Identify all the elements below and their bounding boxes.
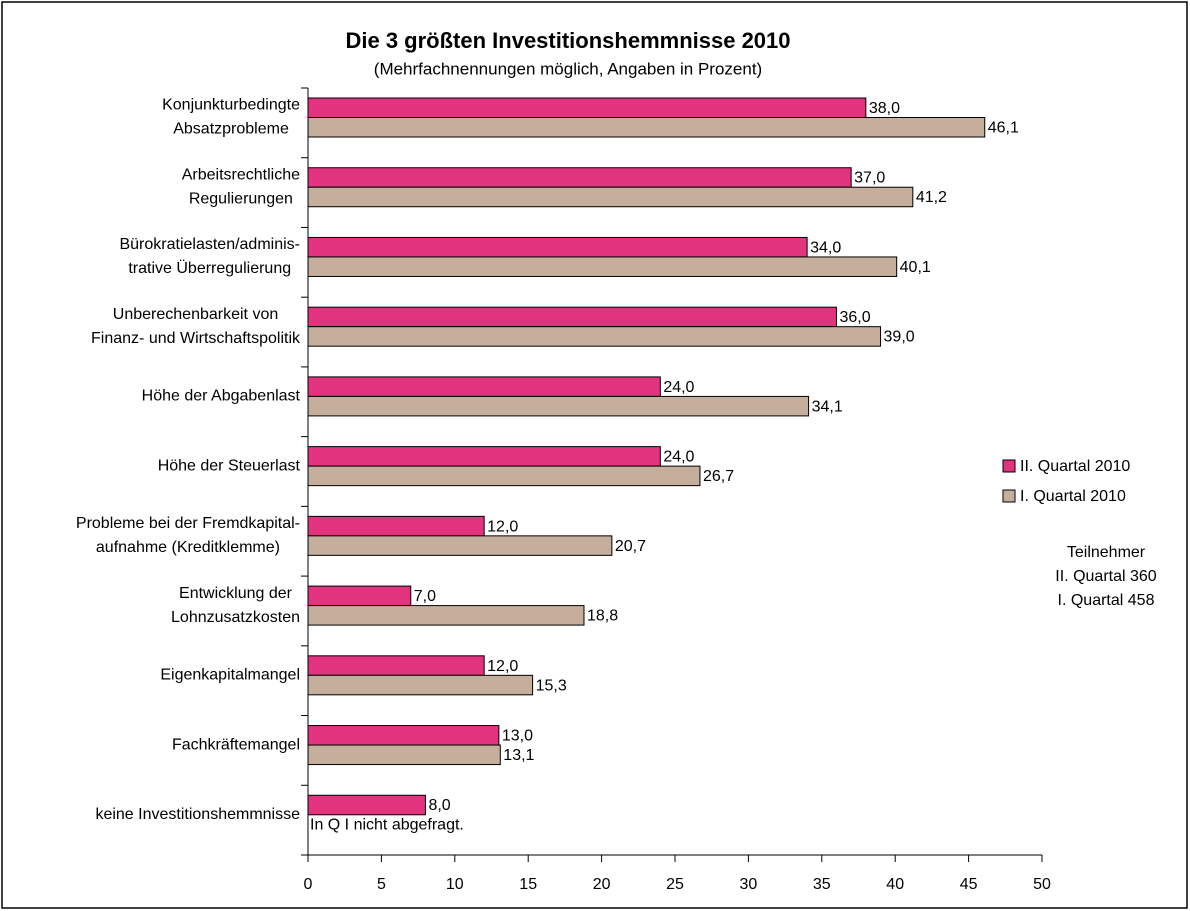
value-label: 36,0 xyxy=(839,309,870,326)
value-label: 12,0 xyxy=(487,658,518,675)
value-label: 24,0 xyxy=(663,379,694,396)
value-label: 34,0 xyxy=(810,239,841,256)
chart-subtitle: (Mehrfachnennungen möglich, Angaben in P… xyxy=(374,59,762,78)
value-label: 8,0 xyxy=(428,797,450,814)
bar xyxy=(307,605,585,626)
value-label: 7,0 xyxy=(414,588,436,605)
category-label: Bürokratielasten/adminis- xyxy=(119,236,300,253)
note: II. Quartal 360 xyxy=(1055,568,1156,585)
value-label: 20,7 xyxy=(615,538,646,555)
bar xyxy=(307,117,986,138)
legend-label: I. Quartal 2010 xyxy=(1020,488,1126,505)
bar xyxy=(307,395,810,417)
category-label: Arbeitsrechtliche xyxy=(182,166,300,183)
legend-swatch xyxy=(1002,459,1016,473)
category-label: Höhe der Steuerlast xyxy=(158,457,301,474)
annotation: In Q I nicht abgefragt. xyxy=(310,817,464,834)
category-label: Entwicklung der xyxy=(179,585,293,602)
value-label: 26,7 xyxy=(703,468,734,485)
bar xyxy=(307,236,808,258)
bar xyxy=(307,465,701,487)
value-label: 13,0 xyxy=(502,728,533,745)
value-label: 37,0 xyxy=(854,170,885,187)
category-label: Eigenkapitalmangel xyxy=(160,667,300,684)
value-label: 24,0 xyxy=(663,449,694,466)
category-label: Höhe der Abgabenlast xyxy=(142,388,301,405)
x-tick-label: 45 xyxy=(960,876,978,893)
category-label: keine Investitionshemmnisse xyxy=(95,806,300,823)
x-tick-label: 20 xyxy=(593,876,611,893)
bar xyxy=(307,794,426,816)
category-label: Lohnzusatzkosten xyxy=(171,609,300,626)
category-label: Fachkräftemangel xyxy=(172,736,300,753)
category-label: trative Überregulierung xyxy=(128,259,291,277)
bar xyxy=(307,674,534,696)
value-label: 46,1 xyxy=(988,119,1019,136)
value-label: 39,0 xyxy=(884,329,915,346)
value-label: 13,1 xyxy=(503,747,534,764)
bar xyxy=(307,655,485,676)
bar xyxy=(307,376,661,397)
x-tick-label: 15 xyxy=(519,876,537,893)
category-label: Konjunkturbedingte xyxy=(162,97,300,114)
category-label: Regulierungen xyxy=(189,190,293,207)
note: I. Quartal 458 xyxy=(1058,592,1155,609)
category-label: Finanz- und Wirtschaftspolitik xyxy=(91,330,301,347)
chart-title: Die 3 größten Investitionshemmnisse 2010 xyxy=(345,28,790,53)
bar xyxy=(307,585,412,607)
value-label: 18,8 xyxy=(587,608,618,625)
bar xyxy=(307,744,501,766)
x-tick-label: 50 xyxy=(1033,876,1051,893)
category-label: aufnahme (Kreditklemme) xyxy=(96,539,280,556)
x-tick-label: 35 xyxy=(813,876,831,893)
x-tick-label: 5 xyxy=(377,876,386,893)
bar xyxy=(307,306,837,328)
x-tick-label: 40 xyxy=(886,876,904,893)
bar xyxy=(307,186,914,208)
category-label: Unberechenbarkeit von xyxy=(113,306,278,323)
x-tick-label: 0 xyxy=(304,876,313,893)
category-label: Probleme bei der Fremdkapital- xyxy=(76,515,300,532)
note: Teilnehmer xyxy=(1067,544,1146,561)
value-label: 12,0 xyxy=(487,518,518,535)
x-tick-label: 30 xyxy=(740,876,758,893)
bar xyxy=(307,326,882,347)
value-label: 38,0 xyxy=(869,100,900,117)
bar xyxy=(307,97,867,118)
x-tick-label: 25 xyxy=(666,876,684,893)
bar xyxy=(307,535,613,556)
value-label: 40,1 xyxy=(900,259,931,276)
bar xyxy=(307,446,661,467)
value-label: 34,1 xyxy=(812,398,843,415)
value-label: 41,2 xyxy=(916,189,947,206)
bar xyxy=(307,167,852,188)
bar xyxy=(307,515,485,537)
x-tick-label: 10 xyxy=(446,876,464,893)
bar xyxy=(307,256,898,277)
bar xyxy=(307,725,500,746)
legend-swatch xyxy=(1002,489,1016,503)
legend-label: II. Quartal 2010 xyxy=(1020,458,1130,475)
value-label: 15,3 xyxy=(536,677,567,694)
category-label: Absatzprobleme xyxy=(173,121,289,138)
